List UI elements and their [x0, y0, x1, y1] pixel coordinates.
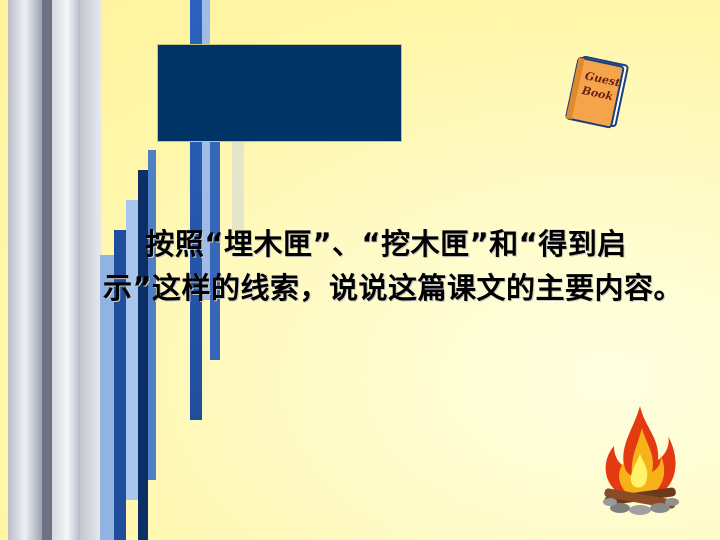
title-box — [157, 44, 402, 142]
strip-light-top — [202, 0, 210, 300]
strip-blue-mid — [210, 140, 220, 360]
strip-blue-1 — [114, 230, 126, 540]
strip-dark-left — [42, 0, 52, 540]
strip-navy — [138, 170, 148, 540]
strip-light-blue-1 — [100, 255, 114, 540]
campfire-icon — [603, 406, 679, 515]
body-text: 按照“埋木匣”、“挖木匣”和“得到启示”这样的线索，说说这篇课文的主要内容。 — [103, 227, 684, 305]
strip-light-blue-2 — [126, 200, 138, 500]
strip-gray-left — [8, 0, 42, 540]
guest-book-icon: Guest Book — [565, 55, 629, 129]
strip-gray-main — [52, 0, 80, 540]
strip-pale — [232, 140, 244, 230]
strip-gray-tall — [80, 0, 102, 540]
strip-blue-2 — [148, 150, 156, 480]
